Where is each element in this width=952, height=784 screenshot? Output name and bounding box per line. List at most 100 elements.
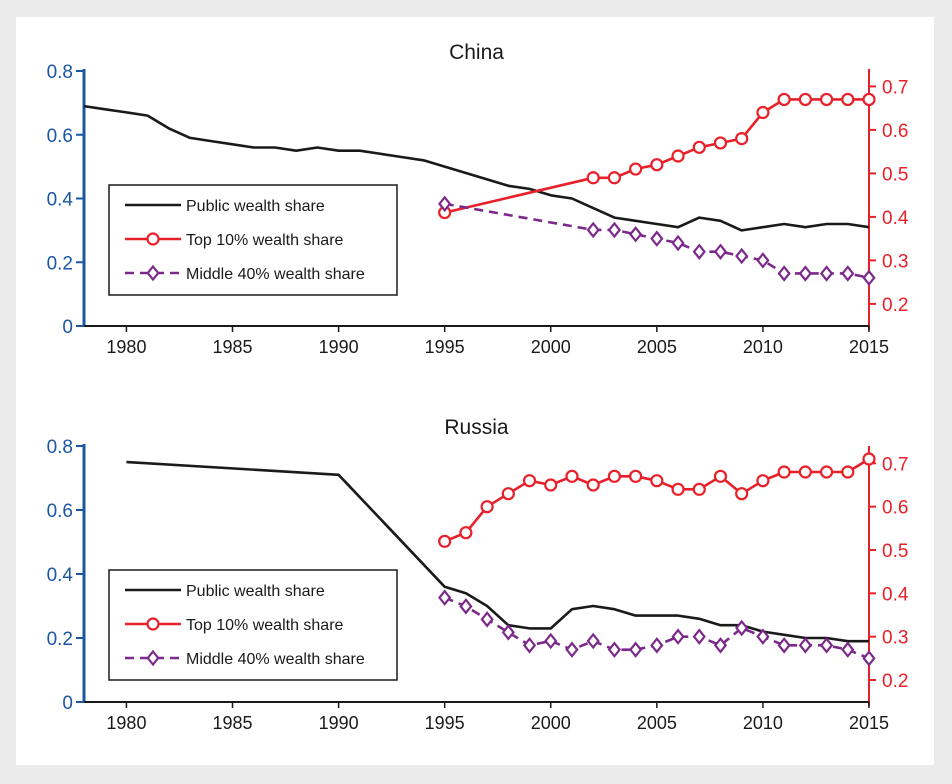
data-point-diamond: [650, 230, 664, 247]
data-point-circle: [671, 149, 685, 163]
x-tick-label: 2015: [849, 713, 889, 733]
data-point-diamond: [438, 195, 452, 213]
data-point-circle: [607, 469, 622, 483]
data-point-diamond: [565, 641, 579, 658]
x-tick-label: 2000: [531, 713, 571, 733]
x-tick-label: 1985: [212, 713, 252, 733]
left-y-tick-label: 0: [62, 693, 73, 714]
data-point-circle: [819, 465, 834, 479]
x-tick-label: 1980: [106, 337, 146, 357]
left-y-tick-label: 0.2: [47, 629, 73, 650]
data-point-diamond: [607, 221, 622, 239]
data-point-circle: [438, 534, 452, 548]
charts-canvas: China 0 0.2 0.4 0.6 0.8 0.2 0.3 0.4 0.5 0.6 0.7 1980…: [47, 41, 909, 733]
legend-label: Top 10% wealth share: [186, 232, 344, 249]
data-point-circle: [544, 478, 558, 492]
data-point-diamond: [841, 265, 855, 282]
left-y-tick-label: 0.8: [47, 437, 73, 458]
legend: Public wealth share Top 10% wealth share M…: [108, 569, 398, 681]
data-point-circle: [692, 482, 706, 496]
series-line: [83, 104, 870, 232]
legend-label: Public wealth share: [186, 198, 325, 215]
left-y-tick-label: 0.8: [47, 62, 73, 83]
data-point-circle: [586, 171, 600, 185]
data-point-diamond: [671, 234, 685, 252]
x-tick-label: 2015: [849, 337, 889, 357]
data-point-circle: [692, 140, 706, 154]
data-point-diamond: [862, 650, 876, 667]
data-point-circle: [565, 469, 579, 483]
data-point-diamond: [501, 624, 515, 641]
left-y-tick-label: 0.2: [47, 253, 73, 274]
right-y-tick-label: 0.3: [882, 251, 908, 272]
data-point-circle: [459, 526, 473, 540]
data-point-circle: [480, 500, 494, 514]
data-point-diamond: [713, 243, 728, 260]
right-y-tick-label: 0.4: [882, 208, 909, 229]
data-point-diamond: [480, 611, 494, 628]
data-point-diamond: [586, 221, 600, 239]
right-y-tick-label: 0.2: [882, 671, 908, 692]
data-point-circle: [629, 469, 643, 483]
data-point-diamond: [819, 637, 834, 654]
data-point-circle: [798, 465, 812, 479]
left-y-tick-label: 0: [62, 317, 73, 338]
data-point-diamond: [862, 269, 876, 287]
series-public-wealth-share: [83, 104, 870, 232]
data-point-diamond: [586, 632, 600, 650]
data-point-circle: [862, 452, 876, 466]
figure-frame: China 0 0.2 0.4 0.6 0.8 0.2 0.3 0.4 0.5 0.6 0.7 1980…: [16, 17, 934, 765]
data-point-circle: [607, 171, 622, 185]
data-point-diamond: [756, 628, 770, 645]
data-point-circle: [841, 465, 855, 479]
legend-label: Middle 40% wealth share: [186, 651, 365, 668]
data-point-diamond: [459, 598, 473, 615]
left-y-tick-label: 0.4: [47, 565, 74, 586]
right-y-tick-label: 0.4: [882, 584, 909, 605]
left-y-tick-label: 0.6: [47, 126, 73, 147]
x-tick-label: 1985: [212, 337, 252, 357]
data-point-diamond: [671, 628, 685, 645]
x-tick-label: 1990: [319, 713, 359, 733]
data-point-circle: [650, 474, 664, 488]
legend-swatch-circle: [146, 232, 160, 246]
data-point-diamond: [692, 243, 706, 260]
data-point-circle: [735, 487, 749, 501]
data-point-diamond: [777, 637, 791, 654]
left-y-tick-label: 0.6: [47, 501, 73, 522]
data-point-circle: [713, 469, 728, 483]
data-point-diamond: [713, 637, 728, 654]
series-public-wealth-share: [126, 460, 869, 643]
data-point-diamond: [629, 226, 643, 243]
data-point-diamond: [692, 628, 706, 645]
x-tick-label: 1995: [425, 713, 465, 733]
data-point-diamond: [798, 637, 812, 654]
right-y-tick-label: 0.5: [882, 541, 908, 562]
chart-panel-china: China 0 0.2 0.4 0.6 0.8 0.2 0.3 0.4 0.5 0.6 0.7 1980…: [47, 41, 909, 357]
right-y-tick-label: 0.6: [882, 121, 908, 142]
x-tick-label: 2000: [531, 337, 571, 357]
x-tick-label: 2005: [637, 713, 677, 733]
x-tick-label: 2005: [637, 337, 677, 357]
legend: Public wealth share Top 10% wealth share M…: [108, 184, 398, 296]
data-point-diamond: [544, 632, 558, 650]
data-point-circle: [650, 158, 664, 172]
series-top-10-wealth-share: [438, 452, 876, 548]
series-line: [126, 460, 869, 643]
data-point-diamond: [735, 247, 749, 265]
data-point-circle: [522, 474, 537, 488]
data-point-circle: [713, 136, 728, 150]
left-y-tick-label: 0.4: [47, 190, 74, 211]
x-tick-label: 1990: [319, 337, 359, 357]
chart-panel-russia: Russia 0 0.2 0.4 0.6 0.8 0.2 0.3 0.4 0.5 0.6 0.7 198…: [47, 416, 909, 733]
data-point-diamond: [650, 637, 664, 654]
data-point-circle: [501, 487, 515, 501]
right-y-tick-label: 0.3: [882, 628, 908, 649]
series-middle-40-wealth-share: [438, 589, 876, 667]
data-point-circle: [756, 105, 770, 120]
data-point-circle: [798, 92, 812, 107]
legend-swatch-circle: [146, 617, 160, 631]
data-point-diamond: [756, 252, 770, 269]
data-point-diamond: [629, 641, 643, 658]
series-top-10-wealth-share: [438, 92, 876, 220]
